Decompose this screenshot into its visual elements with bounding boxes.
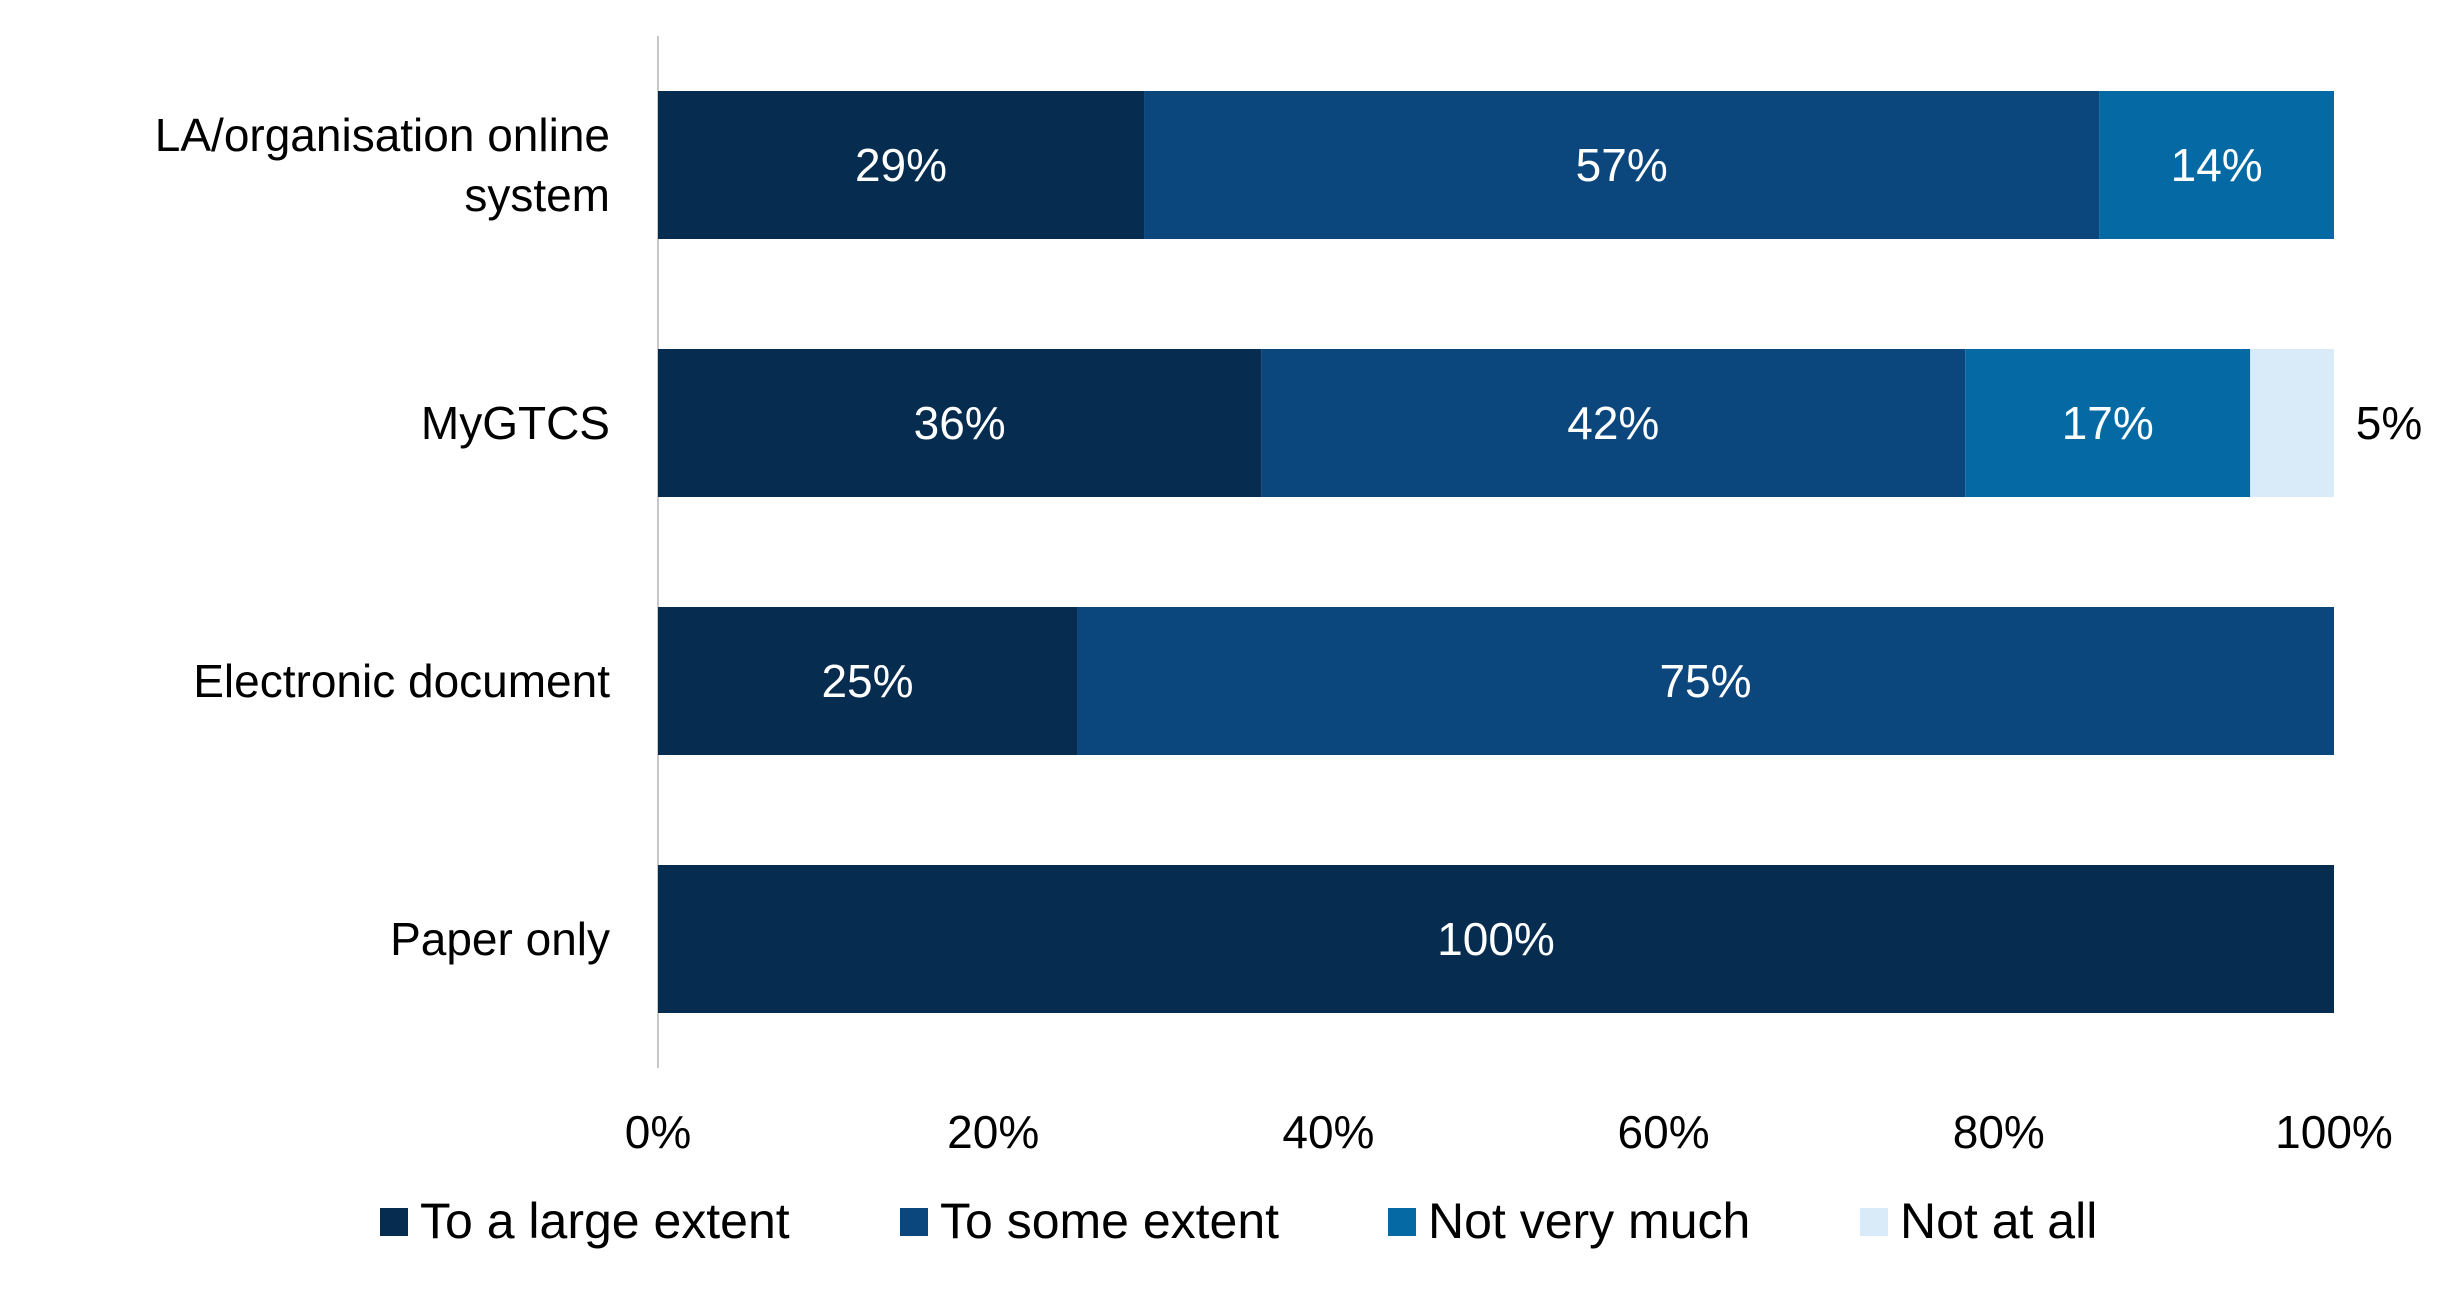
category-label-line: MyGTCS [421, 397, 610, 449]
data-label: 14% [2171, 139, 2263, 191]
x-axis-ticks: 0% 20% 40% 60% 80% 100% [625, 1106, 2393, 1158]
category-label: LA/organisation online system [155, 109, 610, 221]
category-label-line: LA/organisation online [155, 109, 610, 161]
data-label: 25% [821, 655, 913, 707]
x-tick-label: 40% [1282, 1106, 1374, 1158]
legend-swatch [1860, 1208, 1888, 1236]
data-label: 29% [855, 139, 947, 191]
data-label: 17% [2062, 397, 2154, 449]
legend-swatch [1388, 1208, 1416, 1236]
legend-label: To some extent [940, 1193, 1279, 1249]
legend: To a large extent To some extent Not very … [380, 1193, 2097, 1249]
bars: 29% 57% 14% 36% 42% 17% 5% 25% 75% 100% [658, 91, 2422, 1013]
category-label: Paper only [390, 913, 610, 965]
x-tick-label: 100% [2275, 1106, 2393, 1158]
legend-label: Not at all [1900, 1193, 2097, 1249]
data-label: 36% [914, 397, 1006, 449]
x-tick-label: 80% [1953, 1106, 2045, 1158]
bar-segment [658, 349, 1262, 497]
data-label: 75% [1659, 655, 1751, 707]
data-label: 5% [2356, 397, 2422, 449]
category-label-line: Paper only [390, 913, 610, 965]
category-label: MyGTCS [421, 397, 610, 449]
x-tick-label: 60% [1618, 1106, 1710, 1158]
legend-label: Not very much [1428, 1193, 1750, 1249]
bar-segment [658, 91, 1145, 239]
data-label: 57% [1576, 139, 1668, 191]
bar-segment [2250, 349, 2334, 497]
legend-label: To a large extent [420, 1193, 790, 1249]
bar-segment [658, 607, 1077, 755]
bar-segment [1261, 349, 1966, 497]
legend-swatch [380, 1208, 408, 1236]
bar-segment [658, 865, 2334, 1013]
x-tick-label: 0% [625, 1106, 691, 1158]
bar-segment [1144, 91, 2100, 239]
data-label: 100% [1437, 913, 1555, 965]
category-label-line: system [464, 169, 610, 221]
legend-swatch [900, 1208, 928, 1236]
bar-segment [1077, 607, 2334, 755]
category-label-line: Electronic document [193, 655, 610, 707]
bar-segment [1965, 349, 2251, 497]
bar-segment [2099, 91, 2334, 239]
data-label: 42% [1567, 397, 1659, 449]
category-label: Electronic document [193, 655, 610, 707]
category-labels: LA/organisation online system MyGTCS Electr… [155, 109, 610, 965]
x-tick-label: 20% [947, 1106, 1039, 1158]
